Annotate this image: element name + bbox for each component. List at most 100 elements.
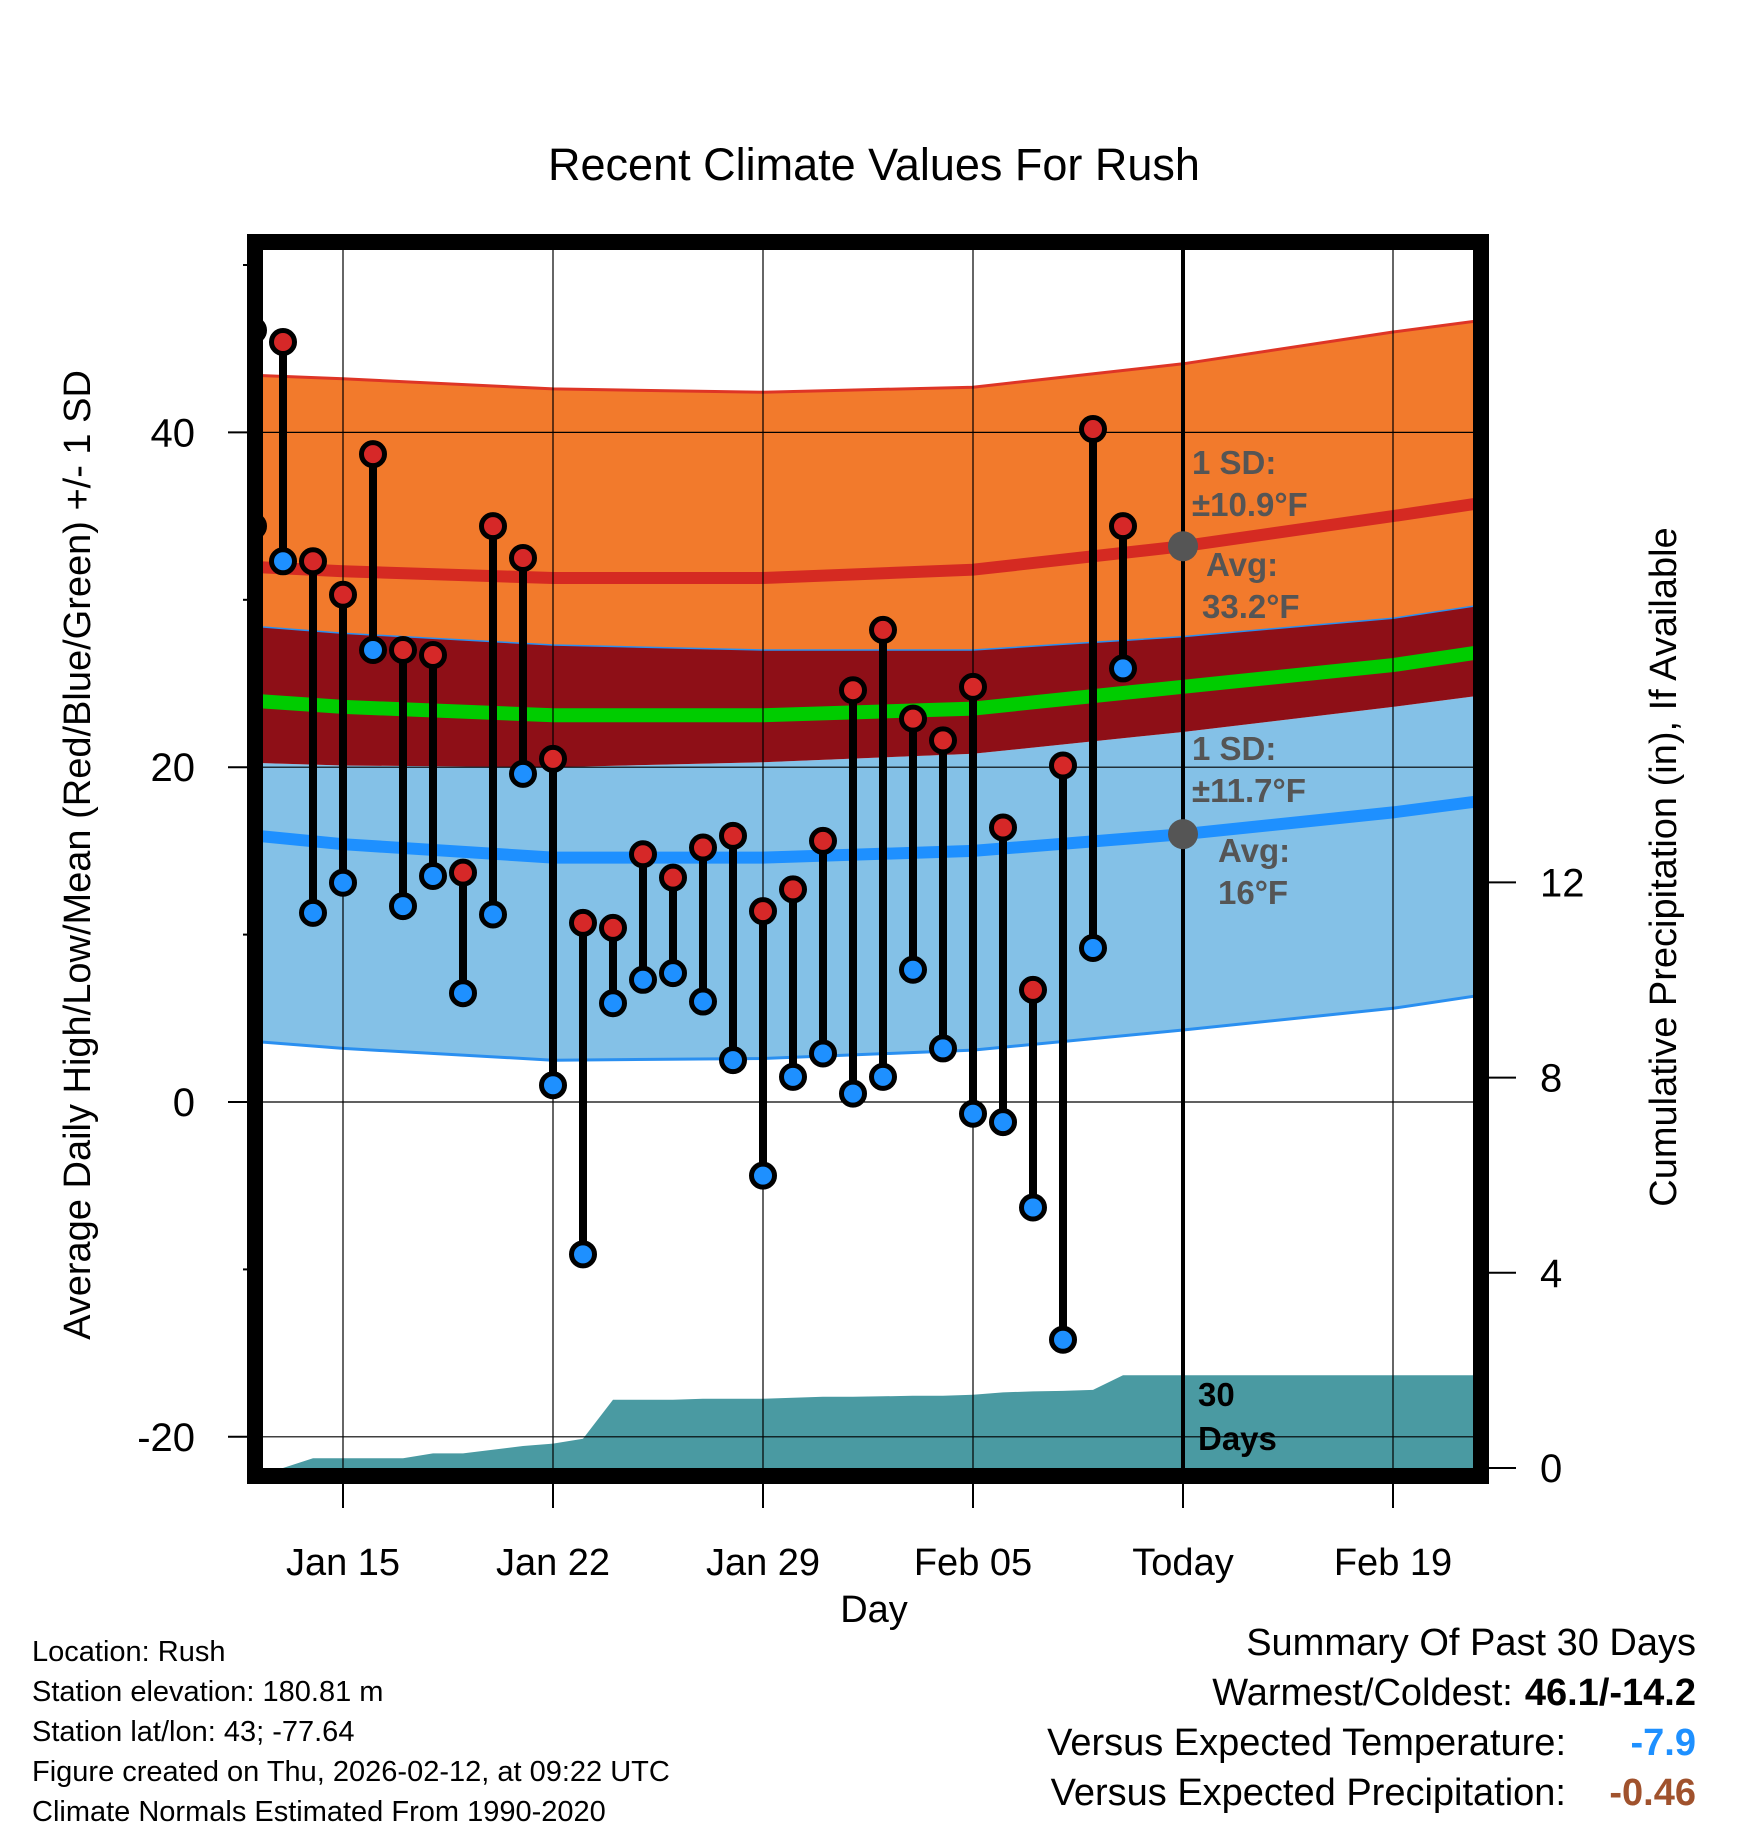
x-tick-label: Jan 15 <box>286 1542 400 1584</box>
daily-high-point <box>1079 415 1107 444</box>
normals-text: Climate Normals Estimated From 1990-2020 <box>32 1796 606 1828</box>
normal-low-mean-line <box>263 795 1473 864</box>
daily-low-point <box>539 1071 567 1100</box>
daily-low-point <box>449 979 477 1008</box>
daily-low-point <box>809 1039 837 1068</box>
daily-high-point <box>719 821 747 850</box>
daily-high-point <box>689 833 717 862</box>
daily-low-point <box>329 868 357 897</box>
daily-low-point <box>269 547 297 576</box>
daily-high-point <box>1019 975 1047 1004</box>
daily-high-point <box>959 672 987 701</box>
daily-high-point <box>509 543 537 572</box>
x-tick-label: Jan 22 <box>496 1542 610 1584</box>
precip-period-unit: Days <box>1198 1420 1277 1457</box>
precip-label: Versus Expected Precipitation: <box>1050 1772 1566 1814</box>
daily-high-point <box>263 320 267 341</box>
daily-low-point <box>899 955 927 984</box>
daily-low-point <box>1049 1325 1077 1354</box>
daily-high-point <box>359 440 387 469</box>
high-sd-value: ±10.9°F <box>1192 486 1308 523</box>
cumulative-precip-area <box>263 1375 1473 1468</box>
plot-frame <box>247 234 1489 1484</box>
daily-low-point <box>1079 933 1107 962</box>
low-avg-label: Avg: <box>1218 832 1290 869</box>
high-avg-label: Avg: <box>1206 546 1278 583</box>
daily-high-point <box>809 826 837 855</box>
low-sd-lower-line <box>263 994 1473 1062</box>
y-tick-label-right: 4 <box>1540 1252 1562 1296</box>
daily-high-point <box>569 908 597 937</box>
x-tick-label: Jan 29 <box>706 1542 820 1584</box>
daily-high-point <box>419 641 447 670</box>
daily-low-point <box>719 1046 747 1075</box>
high-avg-value: 33.2°F <box>1202 588 1300 625</box>
precip-value: -0.46 <box>1609 1772 1696 1814</box>
daily-low-point <box>359 636 387 665</box>
daily-high-point <box>389 636 417 665</box>
daily-high-point <box>539 744 567 773</box>
daily-high-point <box>929 726 957 755</box>
daily-low-point <box>929 1034 957 1063</box>
location-text: Location: Rush <box>32 1636 226 1668</box>
temp-label: Versus Expected Temperature: <box>1047 1722 1566 1764</box>
y-tick-label-left: 0 <box>173 1081 195 1125</box>
daily-high-point <box>779 875 807 904</box>
low-sd-label: 1 SD: <box>1192 730 1276 767</box>
high-sd-band <box>263 321 1473 650</box>
normal-high-mean-line <box>263 498 1473 584</box>
daily-high-point <box>749 897 777 926</box>
summary-panel: Summary Of Past 30 Days Warmest/Coldest:… <box>1047 1618 1696 1818</box>
high-sd-upper-line <box>263 319 1473 394</box>
warmest-coldest-label: Warmest/Coldest: <box>1212 1672 1513 1714</box>
daily-low-point <box>629 965 657 994</box>
created-text: Figure created on Thu, 2026-02-12, at 09… <box>32 1756 670 1788</box>
daily-high-point <box>869 615 897 644</box>
daily-low-point <box>299 898 327 927</box>
high-sd-label: 1 SD: <box>1192 444 1276 481</box>
overlap-band <box>263 606 1473 768</box>
daily-low-point <box>1019 1193 1047 1222</box>
daily-high-point <box>449 858 477 887</box>
daily-high-point <box>269 328 297 357</box>
daily-low-point <box>569 1240 597 1269</box>
daily-low-point <box>599 989 627 1018</box>
temp-value: -7.9 <box>1630 1722 1696 1764</box>
daily-low-point <box>1109 654 1137 683</box>
daily-low-point <box>419 862 447 891</box>
daily-high-point <box>1109 512 1137 541</box>
summary-title: Summary Of Past 30 Days <box>1246 1622 1696 1664</box>
daily-high-point <box>329 580 357 609</box>
summary-precip: Versus Expected Precipitation: -0.46 <box>1047 1768 1696 1818</box>
summary-warmest-coldest: Warmest/Coldest: 46.1/-14.2 <box>1047 1668 1696 1718</box>
chart-title: Recent Climate Values For Rush <box>548 139 1200 190</box>
summary-temp: Versus Expected Temperature: -7.9 <box>1047 1718 1696 1768</box>
x-axis-label: Day <box>840 1589 908 1631</box>
daily-low-point <box>509 759 537 788</box>
y-tick-label-left: -20 <box>137 1416 195 1460</box>
warmest-coldest-value: 46.1/-14.2 <box>1524 1672 1696 1714</box>
y-tick-label-left: 20 <box>151 746 196 790</box>
low-avg-value: 16°F <box>1218 874 1288 911</box>
daily-high-point <box>479 512 507 541</box>
daily-high-point <box>659 863 687 892</box>
x-tick-label: Today <box>1132 1542 1233 1584</box>
daily-low-point <box>389 892 417 921</box>
y-tick-label-left: 40 <box>151 411 196 455</box>
daily-low-point <box>689 987 717 1016</box>
daily-high-point <box>1049 751 1077 780</box>
low-sd-value: ±11.7°F <box>1192 772 1306 809</box>
x-tick-label: Feb 19 <box>1334 1542 1452 1584</box>
plot-area <box>263 250 1473 1468</box>
daily-high-point <box>629 840 657 869</box>
daily-high-point <box>989 813 1017 842</box>
daily-low-point <box>479 900 507 929</box>
y-axis-label-left: Average Daily High/Low/Mean (Red/Blue/Gr… <box>57 370 99 1340</box>
low-sd-band <box>263 696 1473 1061</box>
high-sd-lower-line <box>263 605 1473 651</box>
daily-low-point <box>989 1108 1017 1137</box>
daily-high-point <box>599 913 627 942</box>
normal-mean-line <box>263 646 1473 723</box>
daily-high-point <box>899 704 927 733</box>
